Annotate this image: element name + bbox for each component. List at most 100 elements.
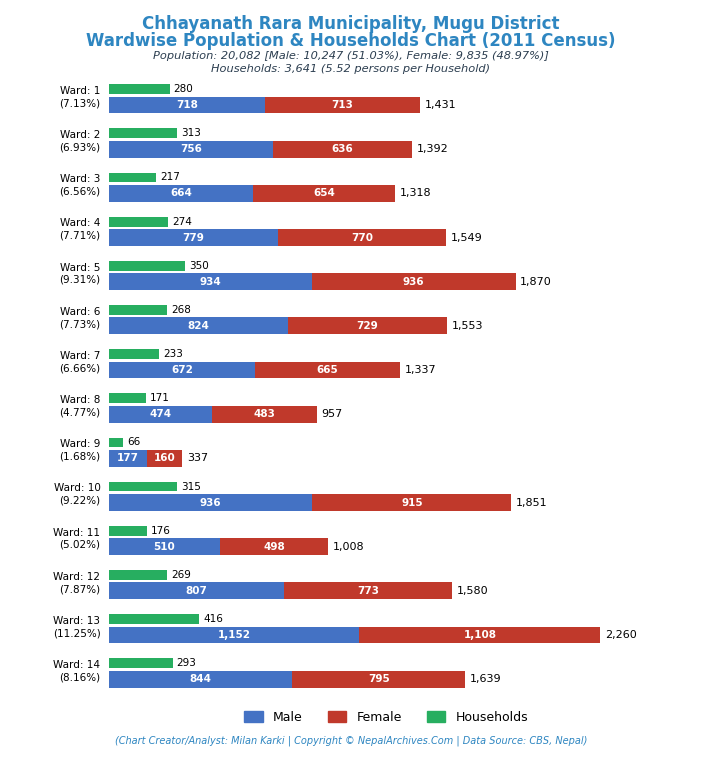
- Bar: [109, 538, 220, 555]
- Text: 1,580: 1,580: [457, 586, 489, 596]
- Bar: [109, 349, 159, 359]
- Text: 779: 779: [183, 233, 204, 243]
- Text: 773: 773: [357, 586, 379, 596]
- Bar: [109, 450, 147, 467]
- Text: 160: 160: [154, 453, 176, 463]
- Bar: [109, 141, 273, 157]
- Text: Households: 3,641 (5.52 persons per Household): Households: 3,641 (5.52 persons per Hous…: [211, 64, 491, 74]
- Bar: [312, 494, 511, 511]
- Text: 1,337: 1,337: [404, 365, 436, 375]
- Text: 1,431: 1,431: [425, 100, 456, 110]
- Text: 293: 293: [176, 658, 197, 668]
- Text: 337: 337: [187, 453, 208, 463]
- Bar: [220, 538, 328, 555]
- Text: Chhayanath Rara Municipality, Mugu District: Chhayanath Rara Municipality, Mugu Distr…: [143, 15, 559, 33]
- Text: 498: 498: [263, 541, 285, 551]
- Bar: [253, 185, 395, 202]
- Text: 233: 233: [164, 349, 183, 359]
- Text: 315: 315: [181, 482, 201, 492]
- Text: 665: 665: [317, 365, 338, 375]
- Text: 474: 474: [150, 409, 171, 419]
- Text: 936: 936: [200, 498, 221, 508]
- Text: 269: 269: [171, 570, 191, 580]
- Bar: [109, 482, 178, 492]
- Bar: [109, 362, 255, 379]
- Bar: [109, 229, 278, 246]
- Text: 756: 756: [180, 144, 202, 154]
- Text: 1,108: 1,108: [463, 630, 496, 640]
- Text: 268: 268: [171, 305, 191, 315]
- Text: 957: 957: [322, 409, 343, 419]
- Bar: [292, 670, 465, 687]
- Bar: [273, 141, 411, 157]
- Legend: Male, Female, Households: Male, Female, Households: [239, 706, 533, 729]
- Bar: [288, 317, 446, 334]
- Text: 664: 664: [170, 188, 192, 198]
- Text: (Chart Creator/Analyst: Milan Karki | Copyright © NepalArchives.Com | Data Sourc: (Chart Creator/Analyst: Milan Karki | Co…: [115, 736, 587, 746]
- Text: 915: 915: [401, 498, 423, 508]
- Text: 807: 807: [185, 586, 208, 596]
- Bar: [284, 582, 452, 599]
- Text: 280: 280: [173, 84, 193, 94]
- Bar: [109, 406, 212, 422]
- Text: 1,549: 1,549: [451, 233, 482, 243]
- Text: 934: 934: [199, 276, 221, 286]
- Text: 510: 510: [154, 541, 175, 551]
- Bar: [109, 393, 146, 403]
- Text: 217: 217: [160, 173, 180, 183]
- Text: 795: 795: [368, 674, 390, 684]
- Bar: [255, 362, 399, 379]
- Text: 1,008: 1,008: [333, 541, 364, 551]
- Text: 1,318: 1,318: [400, 188, 432, 198]
- Text: 416: 416: [203, 614, 223, 624]
- Bar: [109, 494, 312, 511]
- Bar: [359, 627, 600, 644]
- Bar: [109, 627, 359, 644]
- Bar: [212, 406, 317, 422]
- Text: 1,152: 1,152: [218, 630, 251, 640]
- Text: 729: 729: [357, 321, 378, 331]
- Bar: [109, 614, 199, 624]
- Bar: [312, 273, 515, 290]
- Bar: [109, 570, 167, 580]
- Text: 1,639: 1,639: [470, 674, 502, 684]
- Bar: [109, 658, 173, 668]
- Text: 636: 636: [331, 144, 353, 154]
- Text: 313: 313: [181, 128, 201, 138]
- Bar: [109, 526, 147, 535]
- Text: 1,553: 1,553: [451, 321, 483, 331]
- Text: 654: 654: [313, 188, 336, 198]
- Text: 66: 66: [127, 438, 140, 448]
- Text: 1,392: 1,392: [416, 144, 448, 154]
- Bar: [278, 229, 446, 246]
- Text: 274: 274: [172, 217, 192, 227]
- Text: 713: 713: [331, 100, 353, 110]
- Text: Population: 20,082 [Male: 10,247 (51.03%), Female: 9,835 (48.97%)]: Population: 20,082 [Male: 10,247 (51.03%…: [153, 51, 549, 61]
- Bar: [109, 97, 265, 114]
- Text: 176: 176: [151, 526, 171, 536]
- Bar: [109, 84, 170, 94]
- Bar: [109, 317, 288, 334]
- Bar: [265, 97, 420, 114]
- Bar: [109, 128, 177, 138]
- Bar: [109, 261, 185, 270]
- Text: 350: 350: [189, 261, 208, 271]
- Text: 718: 718: [176, 100, 198, 110]
- Text: 1,870: 1,870: [520, 276, 552, 286]
- Text: 844: 844: [190, 674, 211, 684]
- Text: 177: 177: [117, 453, 139, 463]
- Bar: [109, 670, 292, 687]
- Text: 672: 672: [171, 365, 193, 375]
- Text: 2,260: 2,260: [605, 630, 637, 640]
- Text: 1,851: 1,851: [516, 498, 548, 508]
- Bar: [109, 217, 168, 227]
- Text: 483: 483: [253, 409, 275, 419]
- Bar: [109, 273, 312, 290]
- Text: 171: 171: [150, 393, 170, 403]
- Bar: [109, 173, 156, 182]
- Bar: [109, 305, 167, 315]
- Bar: [109, 185, 253, 202]
- Text: 824: 824: [187, 321, 209, 331]
- Text: Wardwise Population & Households Chart (2011 Census): Wardwise Population & Households Chart (…: [86, 32, 616, 50]
- Bar: [109, 582, 284, 599]
